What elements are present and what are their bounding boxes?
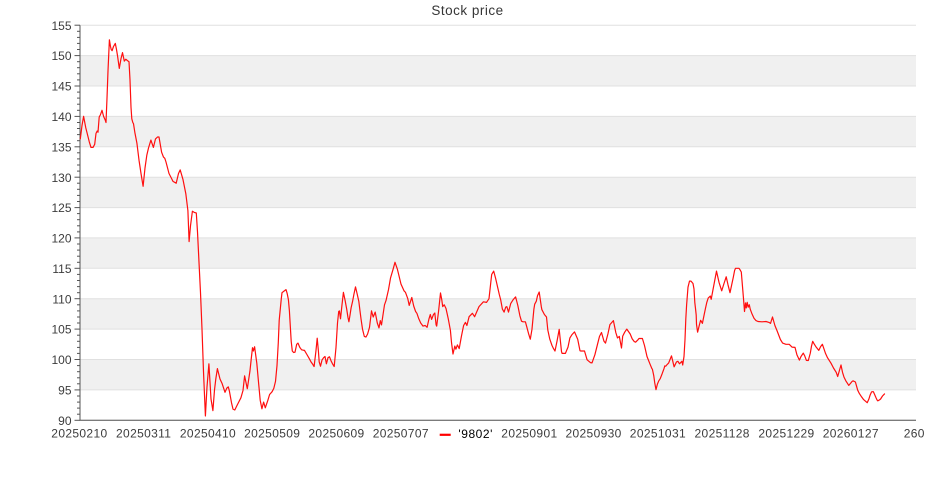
svg-text:150: 150 [51,49,71,63]
svg-text:90: 90 [58,414,72,428]
svg-text:20250410: 20250410 [180,426,236,440]
svg-text:145: 145 [51,80,71,94]
svg-text:20251229: 20251229 [758,426,814,440]
svg-text:20250901: 20250901 [501,426,557,440]
svg-text:20251128: 20251128 [695,426,750,440]
svg-text:110: 110 [52,292,71,306]
svg-text:125: 125 [51,201,71,215]
svg-text:20260127: 20260127 [823,426,879,440]
svg-text:20250311: 20250311 [116,426,171,440]
svg-text:105: 105 [51,323,71,337]
svg-text:20250210: 20250210 [51,426,107,440]
svg-text:120: 120 [51,232,71,246]
svg-text:155: 155 [51,19,71,33]
svg-text:260: 260 [904,426,925,440]
svg-text:20251031: 20251031 [630,426,686,440]
svg-text:20250609: 20250609 [308,426,364,440]
svg-text:20250930: 20250930 [565,426,621,440]
svg-text:115: 115 [52,262,71,276]
svg-text:140: 140 [51,110,71,124]
svg-text:'9802': '9802' [458,427,493,441]
svg-text:135: 135 [51,140,71,154]
svg-text:20250707: 20250707 [373,426,429,440]
svg-text:100: 100 [51,353,71,367]
svg-text:20250509: 20250509 [244,426,300,440]
svg-text:Stock price: Stock price [431,3,503,18]
svg-text:130: 130 [51,171,71,185]
svg-text:95: 95 [58,384,72,398]
